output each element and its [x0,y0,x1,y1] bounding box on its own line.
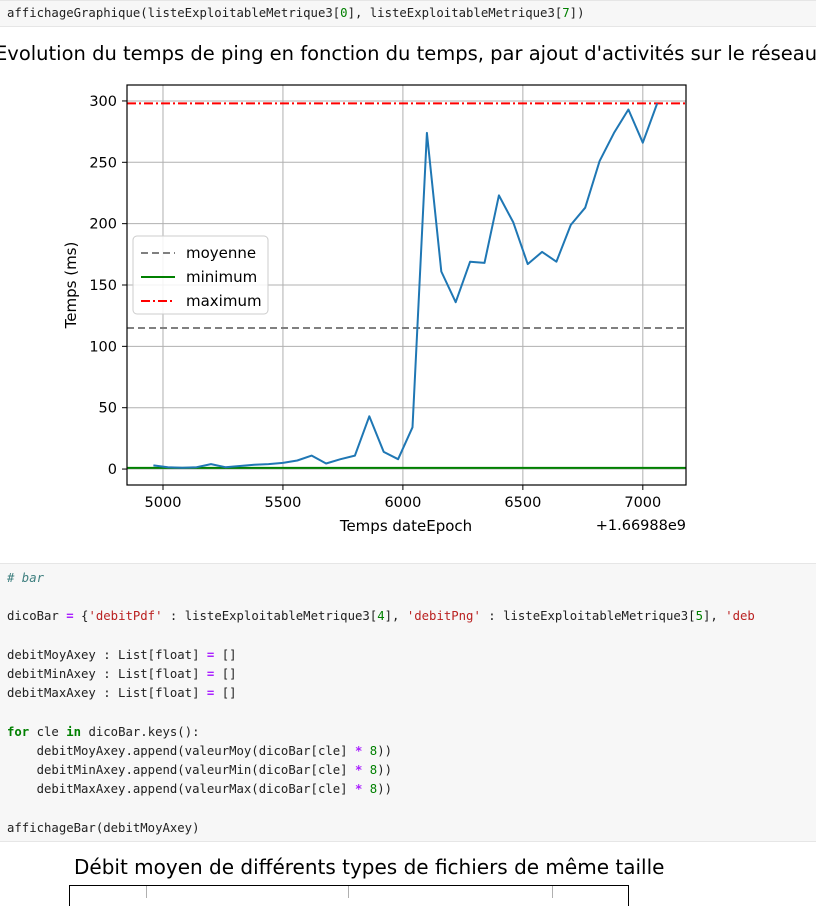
code-token: * [354,743,363,758]
legend-box [132,235,269,315]
code-token: 7 [562,6,570,20]
code-token: { [73,609,89,624]
x-tick-label: 5000 [145,495,182,511]
code-token: = [206,667,215,682]
x-offset-label: +1.66988e9 [596,518,686,534]
code-token: debitMaxAxey.append(valeurMax(dicoBar[cl… [7,782,355,797]
code-editor[interactable]: # bar​dicoBar = {'debitPdf' : listeExplo… [0,564,816,838]
code-cell-plot-call[interactable]: affichageGraphique(listeExploitableMetri… [0,0,816,27]
code-token: 0 [340,6,348,20]
code-token: 'debitPng' [406,609,481,624]
code-token: debitMaxAxey : List[float] [7,686,207,701]
code-token: 'deb [725,609,755,624]
code-line: ​ [7,627,816,646]
code-token: debitMoyAxey : List[float] [7,647,207,662]
code-token: : listeExploitableMetrique3[ [480,609,696,624]
code-line: debitMoyAxey.append(valeurMoy(dicoBar[cl… [7,742,816,761]
code-line: dicoBar = {'debitPdf' : listeExploitable… [7,607,816,626]
code-token: : listeExploitableMetrique3[ [162,609,378,624]
code-token [362,744,369,758]
code-token: cle [29,724,67,739]
legend-label-minimum: minimum [186,268,257,286]
legend-label-maximum: maximum [186,292,262,310]
code-line: ​ [7,799,816,818]
code-token: 8 [369,743,378,758]
code-token: ], listeExploitableMetrique3[ [347,6,563,20]
y-tick-label: 200 [89,217,117,233]
code-token: [] [214,647,237,662]
code-token: )) [377,782,392,797]
code-token: )) [377,763,392,778]
code-token: dicoBar.keys(): [81,724,200,739]
code-line: for cle in dicoBar.keys(): [7,723,816,742]
code-token: = [66,609,74,624]
code-token: # bar [7,571,45,585]
code-token: debitMinAxey : List[float] [7,667,207,682]
y-axis-label: Temps (ms) [62,242,80,330]
code-line: affichageGraphique(listeExploitableMetri… [7,4,816,23]
y-tick-label: 150 [89,278,117,294]
code-editor[interactable]: affichageGraphique(listeExploitableMetri… [0,1,816,23]
bar-chart-frame [69,885,629,906]
code-token: * [354,763,363,778]
chart-title: Evolution du temps de ping en fonction d… [0,42,816,65]
code-token: 8 [369,782,378,797]
code-token: [] [214,686,237,701]
y-tick-label: 250 [89,155,117,171]
bar-chart-gridline [552,886,553,898]
code-token: 8 [369,763,378,778]
code-token: debitMoyAxey.append(valeurMoy(dicoBar[cl… [7,743,355,758]
code-cell-bar[interactable]: # bar​dicoBar = {'debitPdf' : listeExplo… [0,563,816,842]
code-token: 'debitPdf' [88,609,163,624]
x-tick-label: 7000 [624,495,661,511]
code-token [362,763,369,777]
x-tick-label: 6500 [504,495,541,511]
code-line: debitMaxAxey.append(valeurMax(dicoBar[cl… [7,780,816,799]
bar-chart-title: Débit moyen de différents types de fichi… [74,855,665,879]
bar-chart-gridline [146,886,147,898]
code-line: debitMinAxey.append(valeurMin(dicoBar[cl… [7,761,816,780]
code-token [362,782,369,796]
code-line: debitMinAxey : List[float] = [] [7,665,816,684]
y-tick-label: 300 [89,94,117,110]
ping-line-chart: Evolution du temps de ping en fonction d… [0,42,816,535]
code-token: ], [384,609,407,624]
code-token: debitMinAxey.append(valeurMin(dicoBar[cl… [7,763,355,778]
code-token: ], [702,609,726,624]
code-token: affichageBar(debitMoyAxey) [7,820,200,835]
legend-label-moyenne: moyenne [186,244,256,262]
code-token: [] [214,667,237,682]
x-tick-label: 5500 [264,495,301,511]
y-tick-label: 0 [108,462,117,478]
code-token: for [7,724,30,739]
bar-chart-gridline [348,886,349,898]
code-token: dicoBar [7,609,67,624]
y-tick-label: 50 [99,401,117,417]
code-token: in [66,724,82,739]
code-token: affichageGraphique(listeExploitableMetri… [7,6,341,20]
code-line: debitMaxAxey : List[float] = [] [7,684,816,703]
code-line: ​ [7,588,816,607]
code-token: ]) [569,6,585,20]
code-token: = [206,686,215,701]
x-tick-label: 6000 [384,495,421,511]
code-token: * [354,782,363,797]
code-token: = [206,647,215,662]
code-line: ​ [7,703,816,722]
code-line: debitMoyAxey : List[float] = [] [7,646,816,665]
code-token: 4 [377,609,385,624]
code-token: 5 [695,609,703,624]
code-line: affichageBar(debitMoyAxey) [7,819,816,838]
x-axis-label: Temps dateEpoch [339,517,472,535]
code-line: # bar [7,569,816,588]
code-token: )) [377,743,392,758]
y-tick-label: 100 [89,339,117,355]
series-ping-line [153,103,659,469]
